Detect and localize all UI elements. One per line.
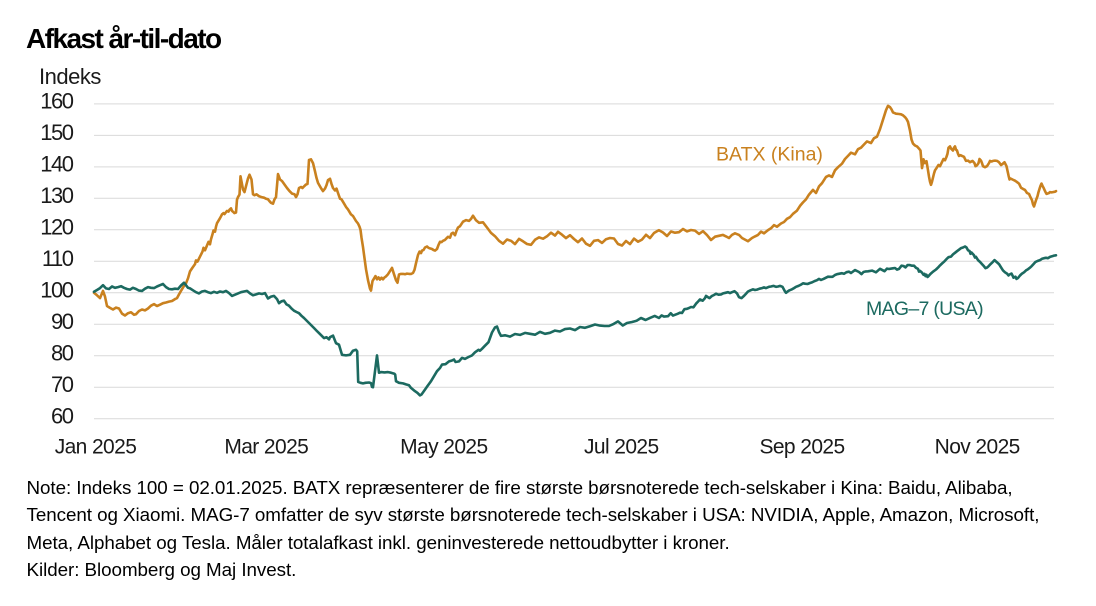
svg-text:150: 150 (40, 120, 73, 145)
svg-text:110: 110 (42, 246, 74, 271)
svg-text:60: 60 (51, 403, 74, 428)
svg-text:Indeks: Indeks (39, 64, 101, 89)
svg-text:Mar 2025: Mar 2025 (224, 436, 308, 459)
svg-text:BATX (Kina): BATX (Kina) (716, 144, 823, 166)
svg-text:Afkast år-til-dato: Afkast år-til-dato (26, 23, 222, 54)
svg-text:100: 100 (40, 277, 73, 302)
svg-text:Nov 2025: Nov 2025 (935, 436, 1020, 459)
svg-text:MAG–7 (USA): MAG–7 (USA) (866, 298, 983, 320)
svg-text:Sep 2025: Sep 2025 (759, 436, 844, 459)
svg-text:Jan 2025: Jan 2025 (55, 436, 137, 459)
svg-text:Jul 2025: Jul 2025 (584, 436, 659, 459)
svg-text:80: 80 (51, 340, 74, 365)
svg-text:70: 70 (51, 372, 74, 397)
svg-text:140: 140 (40, 152, 73, 177)
svg-text:May 2025: May 2025 (400, 436, 487, 459)
svg-text:120: 120 (40, 214, 73, 239)
svg-text:130: 130 (40, 183, 73, 208)
svg-text:90: 90 (51, 309, 74, 334)
svg-text:160: 160 (40, 89, 73, 114)
